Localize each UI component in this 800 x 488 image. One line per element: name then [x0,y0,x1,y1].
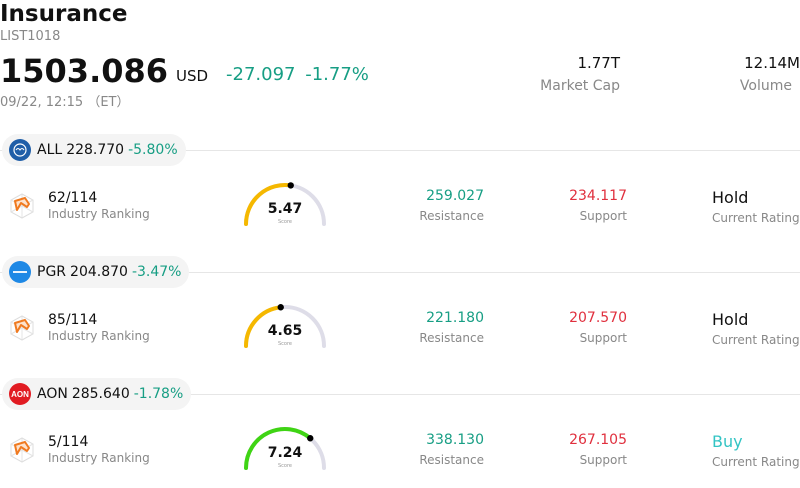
stock-chip[interactable]: AON AON 285.640 -1.78% [2,378,192,410]
score-label: Score [277,219,292,225]
score-value: 7.24 [267,445,303,461]
gauge-marker [307,435,314,442]
support-value: 267.105 [569,432,627,448]
industry-ranking-label: Industry Ranking [48,451,150,465]
industry-ranking-label: Industry Ranking [48,207,150,221]
industry-ranking-value: 62/114 [48,190,98,206]
industry-ranking-value: 85/114 [48,312,98,328]
score-value: 4.65 [267,323,303,339]
support-value: 234.117 [569,188,627,204]
index-code: LIST1018 [0,29,61,44]
current-rating-value: Hold [712,310,749,329]
score-label: Score [277,463,292,469]
allstate-hands-icon [8,138,32,162]
market-cap-value: 1.77T [577,54,620,72]
score-gauge [244,427,326,470]
page-title: Insurance [0,1,128,27]
support-label: Support [579,453,627,467]
score-gauge [244,304,326,348]
current-rating-value: Buy [712,432,743,451]
current-rating-label: Current Rating [712,455,800,469]
volume-value: 12.14M [744,54,800,72]
currency-label: USD [176,67,209,85]
progressive-wordmark-icon [8,260,32,284]
support-label: Support [579,209,627,223]
resistance-value: 338.130 [426,432,484,448]
resistance-label: Resistance [419,331,484,345]
volume-label: Volume [739,78,792,94]
change-percent: -1.77% [305,64,369,85]
resistance-label: Resistance [419,453,484,467]
stock-chip[interactable]: ALL 228.770 -5.80% [2,134,186,166]
support-value: 207.570 [569,310,627,326]
current-rating-value: Hold [712,188,749,207]
industry-ranking-label: Industry Ranking [48,329,150,343]
svg-text:AON: AON [11,390,29,399]
gauge-marker [277,304,284,311]
gauge-fill [244,305,283,348]
timestamp: 09/22, 12:15 （ET） [0,95,130,110]
ranking-radar-icon [8,192,36,220]
gauge-fill [244,427,313,470]
gauge-marker [287,182,294,189]
stock-change-pct: -1.78% [133,386,184,402]
current-rating-label: Current Rating [712,211,800,225]
stock-ticker: ALL [37,142,63,158]
stock-price: 204.870 [70,264,128,280]
resistance-value: 221.180 [426,310,484,326]
support-label: Support [579,331,627,345]
score-value: 5.47 [267,201,303,217]
row-divider [0,394,800,395]
ranking-radar-icon [8,436,36,464]
score-gauge [244,182,326,226]
row-divider [0,150,800,151]
stock-chip[interactable]: PGR 204.870 -3.47% [2,256,190,288]
stock-ticker: AON [37,386,68,402]
index-price: 1503.086 [0,52,169,90]
stock-change-pct: -5.80% [128,142,178,158]
score-label: Score [277,341,292,347]
index-change: -27.097 -1.77% [226,64,369,85]
change-value: -27.097 [226,64,296,85]
aon-wordmark-icon: AON [8,382,32,406]
stock-ticker: PGR [37,264,67,280]
ranking-radar-icon [8,314,36,342]
stock-change-pct: -3.47% [131,264,182,280]
industry-ranking-value: 5/114 [48,434,89,450]
current-rating-label: Current Rating [712,333,800,347]
market-cap-label: Market Cap [540,78,620,94]
gauge-fill [244,183,293,226]
stock-price: 228.770 [66,142,125,158]
resistance-label: Resistance [419,209,484,223]
row-divider [0,272,800,273]
stock-price: 285.640 [71,386,130,402]
resistance-value: 259.027 [426,188,484,204]
